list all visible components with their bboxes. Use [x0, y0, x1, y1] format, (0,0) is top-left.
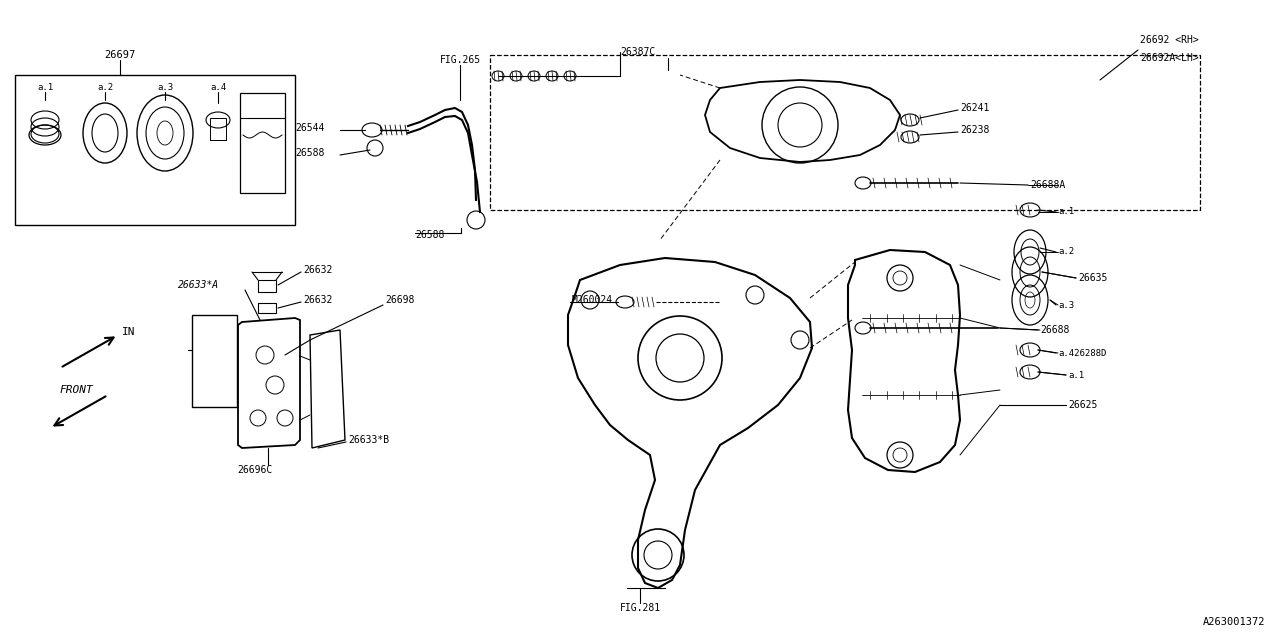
- Text: M260024: M260024: [572, 295, 613, 305]
- Text: 26632: 26632: [303, 295, 333, 305]
- Text: a.2: a.2: [1059, 248, 1074, 257]
- Text: 26692 <RH>: 26692 <RH>: [1140, 35, 1199, 45]
- Text: 26238: 26238: [960, 125, 989, 135]
- Bar: [490, 55, 1201, 210]
- Text: 26625: 26625: [1068, 400, 1097, 410]
- Text: 26635: 26635: [1078, 273, 1107, 283]
- Text: a.2: a.2: [97, 83, 113, 92]
- Text: 26241: 26241: [960, 103, 989, 113]
- Bar: [259, 280, 276, 292]
- Bar: [15, 75, 294, 225]
- Text: 26697: 26697: [105, 50, 136, 60]
- Text: a.4: a.4: [210, 83, 227, 92]
- Bar: [259, 303, 276, 313]
- Text: 26632: 26632: [303, 265, 333, 275]
- Text: 26544: 26544: [294, 123, 324, 133]
- Text: 26387C: 26387C: [620, 47, 655, 57]
- Text: a.1: a.1: [1059, 207, 1074, 216]
- Text: 26588: 26588: [294, 148, 324, 158]
- Text: a.3: a.3: [1059, 301, 1074, 310]
- Text: a.3: a.3: [157, 83, 173, 92]
- Text: a.1: a.1: [37, 83, 52, 92]
- Text: A263001372: A263001372: [1202, 617, 1265, 627]
- Text: IN: IN: [122, 327, 136, 337]
- Bar: [192, 315, 237, 407]
- Text: FRONT: FRONT: [60, 385, 93, 395]
- Text: 26692A<LH>: 26692A<LH>: [1140, 53, 1199, 63]
- Text: 26633*A: 26633*A: [178, 280, 219, 290]
- Text: FIG.281: FIG.281: [620, 603, 660, 613]
- Bar: [210, 118, 227, 140]
- Text: 26633*B: 26633*B: [348, 435, 389, 445]
- Bar: [241, 93, 285, 193]
- Text: a.426288D: a.426288D: [1059, 349, 1106, 358]
- Text: 26688A: 26688A: [1030, 180, 1065, 190]
- Text: 26688: 26688: [1039, 325, 1069, 335]
- Text: 26696C: 26696C: [237, 465, 273, 475]
- Text: FIG.265: FIG.265: [439, 55, 480, 65]
- Text: 26588: 26588: [415, 230, 444, 240]
- Text: 26698: 26698: [385, 295, 415, 305]
- Text: a.1: a.1: [1068, 371, 1084, 380]
